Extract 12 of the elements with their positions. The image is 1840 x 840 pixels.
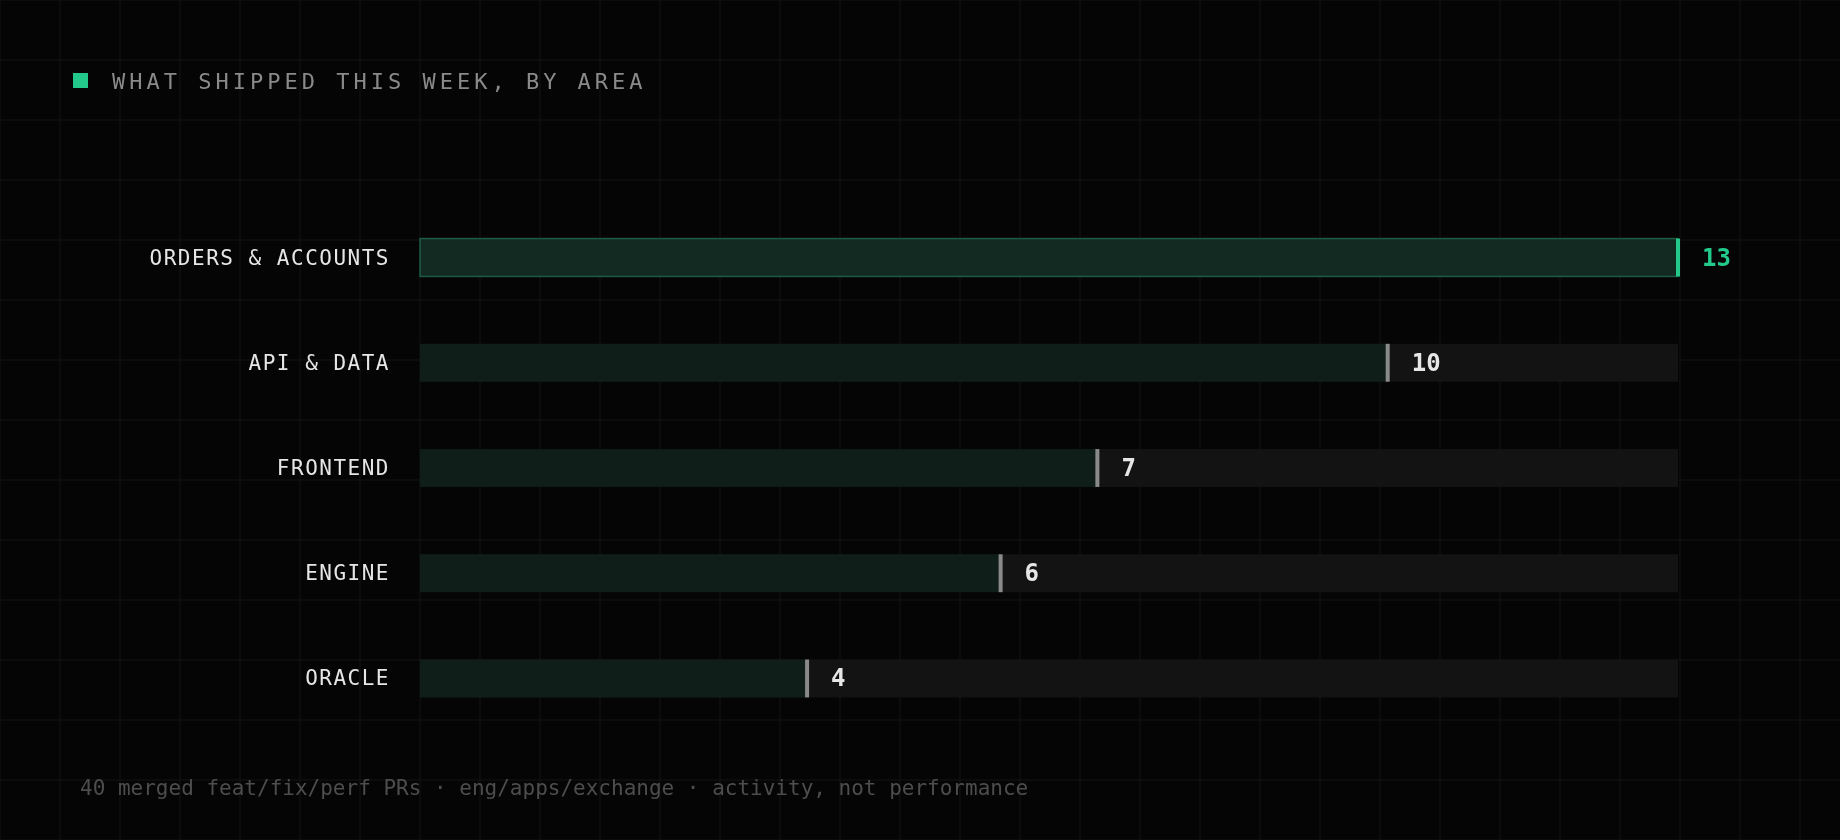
data-label: 13 bbox=[1702, 243, 1731, 272]
data-label: 7 bbox=[1121, 454, 1136, 482]
y-tick-label: ORDERS & ACCOUNTS bbox=[149, 245, 390, 270]
text: 40 merged feat/fix/perf PRs · eng/apps/exchange · activity, not performance bbox=[80, 776, 1029, 800]
data-label: 6 bbox=[1024, 559, 1040, 588]
y-tick-label: API & DATA bbox=[248, 350, 390, 375]
data-label: 10 bbox=[1411, 348, 1441, 377]
chart-title: WHAT SHIPPED THIS WEEK, BY AREA bbox=[112, 68, 647, 94]
data-label: 4 bbox=[831, 664, 846, 693]
y-tick-label: ENGINE bbox=[305, 561, 390, 586]
y-tick-label: ORACLE bbox=[305, 666, 390, 691]
y-tick-label: FRONTEND bbox=[276, 456, 390, 480]
